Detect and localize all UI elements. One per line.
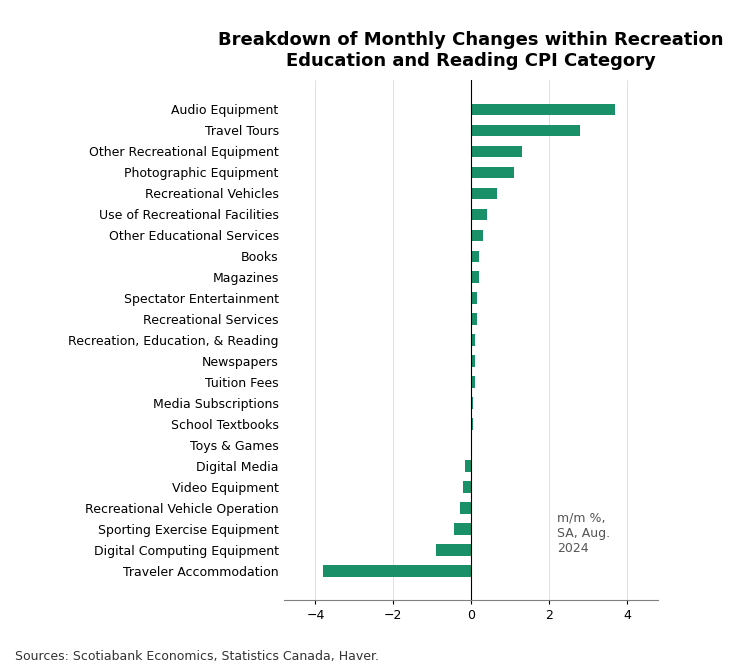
Bar (471, 313, 477, 325)
Text: Sources: Scotiabank Economics, Statistics Canada, Haver.: Sources: Scotiabank Economics, Statistic… (15, 650, 379, 663)
Bar (471, 167, 514, 178)
Bar (464, 481, 471, 493)
Bar (471, 334, 475, 346)
Bar (471, 356, 475, 367)
Bar (471, 271, 479, 283)
Bar (471, 440, 472, 451)
Bar (459, 502, 471, 514)
Bar (471, 376, 475, 388)
Bar (323, 565, 471, 577)
Bar (471, 292, 477, 304)
Bar (454, 523, 471, 535)
Bar (471, 145, 522, 157)
Text: m/m %,
SA, Aug.
2024: m/m %, SA, Aug. 2024 (557, 512, 610, 555)
Bar (471, 398, 473, 409)
Bar (471, 125, 580, 136)
Bar (471, 209, 487, 220)
Bar (436, 544, 471, 556)
Bar (471, 229, 483, 241)
Bar (465, 460, 471, 472)
Title: Breakdown of Monthly Changes within Recreation
Education and Reading CPI Categor: Breakdown of Monthly Changes within Recr… (218, 31, 724, 70)
Bar (471, 103, 616, 115)
Bar (471, 251, 479, 262)
Bar (471, 418, 473, 430)
Bar (471, 187, 497, 199)
